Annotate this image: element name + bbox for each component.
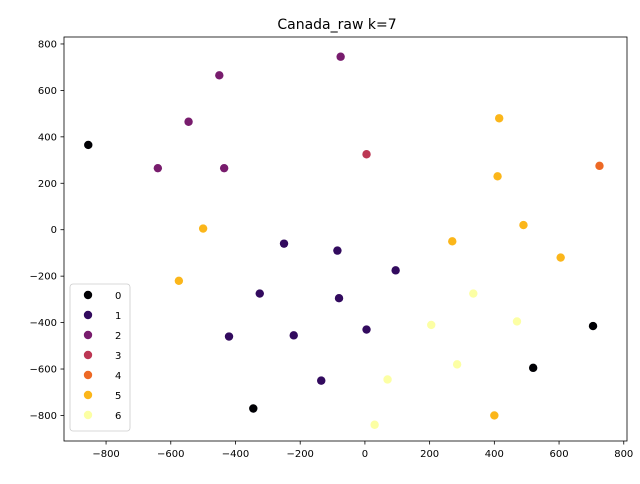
legend-marker [83,410,93,420]
data-point [494,114,504,123]
data-point [279,239,289,248]
data-point [448,237,457,246]
y-tick-label: −400 [30,318,57,329]
y-tick-label: 0 [51,225,57,236]
legend-label: 4 [115,371,121,382]
data-point [427,320,436,330]
chart-title: Canada_raw k=7 [277,17,396,33]
data-point [391,266,400,275]
y-tick-label: 600 [38,86,57,97]
data-point [219,163,229,173]
y-tick-label: 800 [38,39,57,50]
data-point [317,376,326,385]
legend-marker [83,310,93,320]
legend-marker [83,330,93,340]
x-tick-label: 400 [485,449,504,460]
axes: −800 −600 −400 −200 0 200 400 600 800−800−600−40… [30,36,633,460]
data-point [362,150,371,159]
data-point [198,224,208,233]
legend-label: 2 [115,331,121,342]
legend-label: 0 [115,291,121,302]
data-point [174,276,184,285]
y-tick-label: 400 [38,132,57,143]
data-point [362,325,371,334]
x-tick-label: 600 [550,449,569,460]
data-point [184,117,193,126]
data-point [493,172,502,181]
data-point [490,411,499,420]
data-point [224,332,234,341]
x-tick-label: 200 [420,449,439,460]
data-point [249,404,258,413]
data-point [84,140,93,150]
y-tick-label: −800 [30,411,57,422]
data-point [334,294,344,303]
data-point [383,375,392,384]
data-point [452,360,462,369]
legend-label: 6 [115,411,121,422]
legend-marker [83,390,93,400]
data-point [556,253,565,262]
plot-frame [63,36,628,442]
data-point [519,220,528,230]
data-point [289,331,298,340]
x-tick-label: 800 [614,449,633,460]
x-tick-label: −400 [222,449,249,460]
data-points [84,52,604,429]
legend-marker [83,370,93,380]
legend-marker [83,290,93,300]
x-tick-label: −800 [92,449,119,460]
data-point [336,52,345,61]
legend-label: 5 [115,391,121,402]
data-point [528,363,538,373]
data-point [370,420,379,429]
x-tick-label: 0 [362,449,368,460]
data-point [215,71,224,80]
legend: 0 1 2 3 4 5 6 [69,283,131,432]
y-tick-label: 200 [38,179,57,190]
x-tick-label: −600 [157,449,184,460]
x-tick-label: −200 [286,449,313,460]
data-point [595,161,604,171]
data-point [469,289,478,298]
legend-label: 3 [115,351,121,362]
data-point [255,289,264,298]
data-point [153,163,163,173]
legend-label: 1 [115,311,121,322]
data-point [333,246,342,255]
y-tick-label: −200 [30,272,57,283]
y-tick-label: −600 [30,365,57,376]
data-point [512,317,522,326]
data-point [588,321,598,331]
legend-marker [83,350,93,360]
